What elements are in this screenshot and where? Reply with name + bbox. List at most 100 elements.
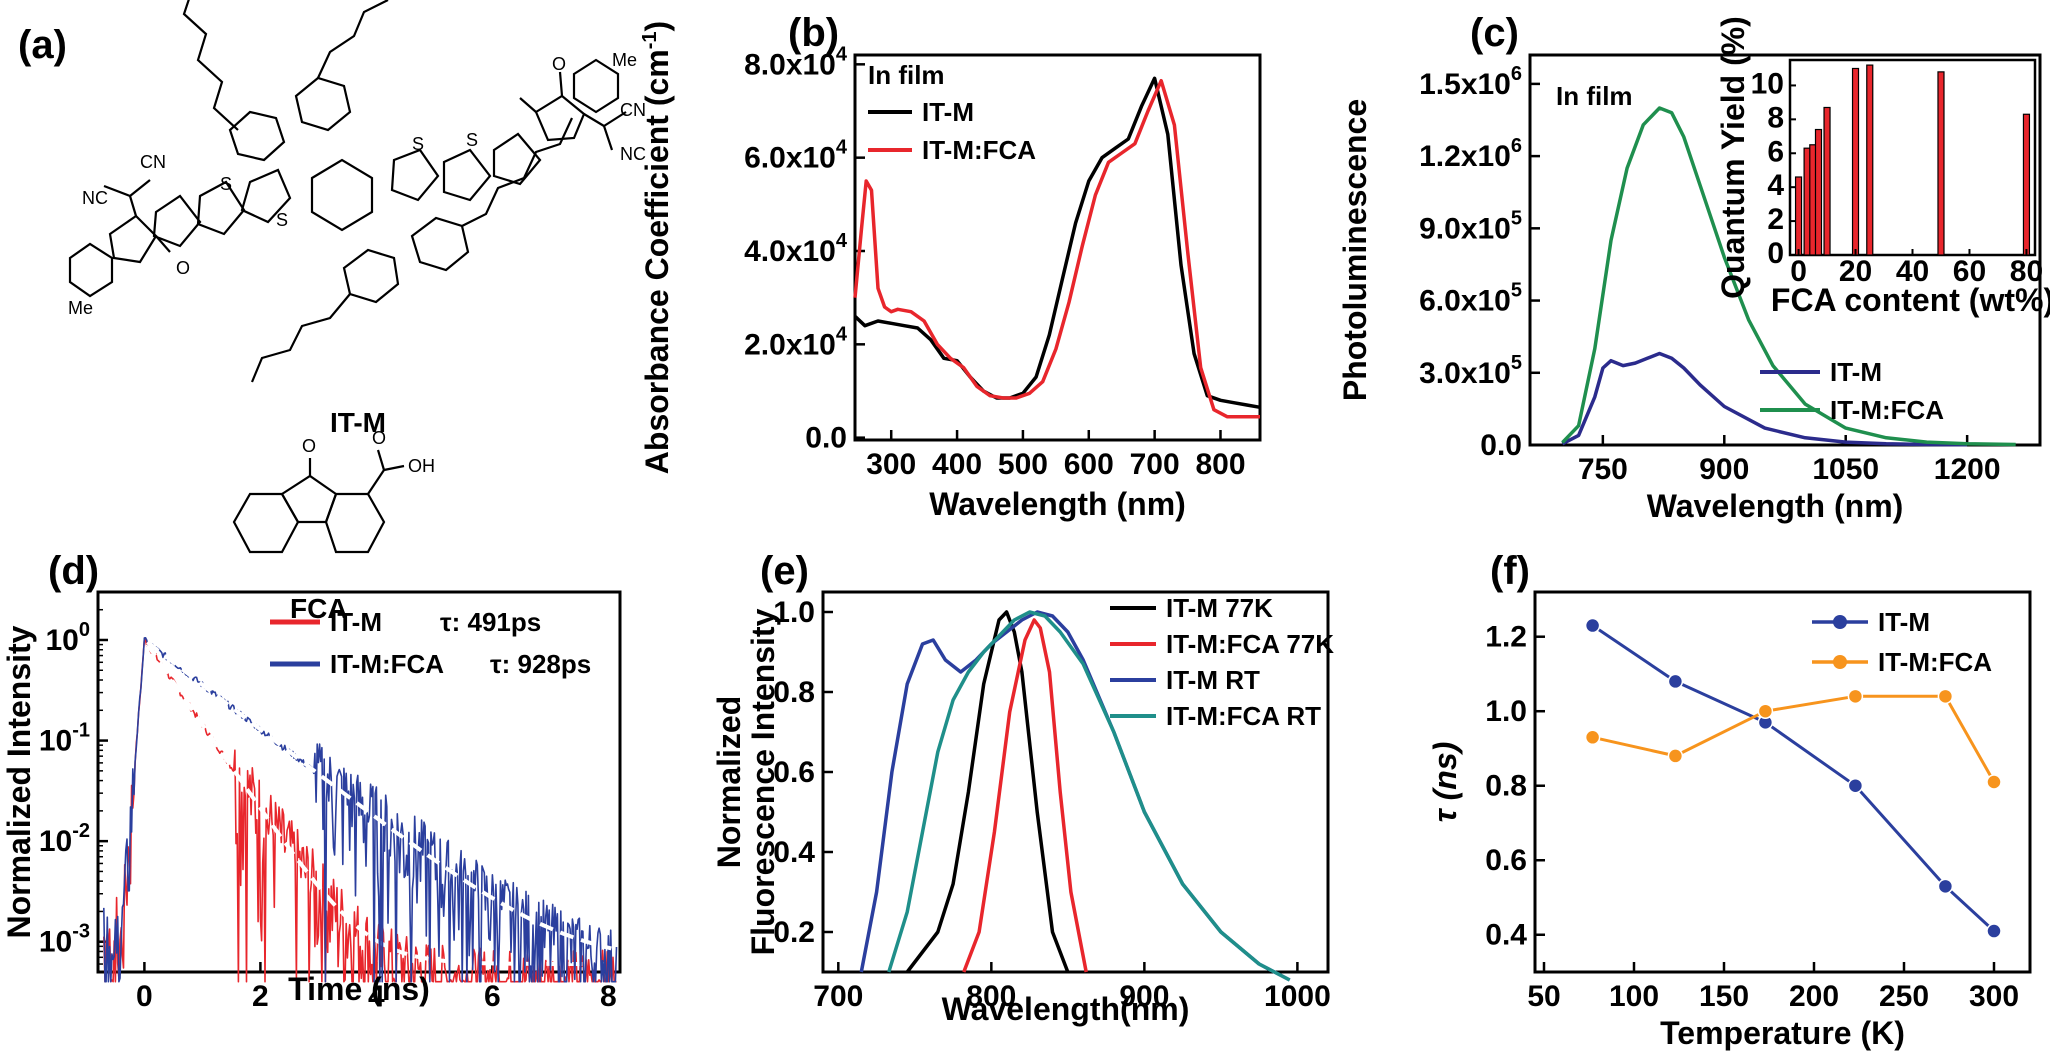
inset-y-tick-label: 6 xyxy=(1767,135,1784,168)
x-tick-label: 900 xyxy=(1699,453,1749,486)
y-axis-label-line2: Fluorescence Intensity xyxy=(745,608,781,955)
inset-x-tick-label: 80 xyxy=(2010,255,2043,288)
x-tick-label: 900 xyxy=(1119,980,1169,1013)
tick-label-exponent: 4 xyxy=(836,323,848,345)
tick-label: 1.5x106 xyxy=(1419,63,1522,101)
tick-label: 10-2 xyxy=(39,820,90,858)
legend-label: IT-M xyxy=(1878,607,1930,637)
tick-label-exponent: 5 xyxy=(1511,207,1522,229)
legend-label: IT-M xyxy=(330,607,382,637)
x-tick-label: 1050 xyxy=(1812,453,1879,486)
x-axis-label: Wavelength(nm) xyxy=(942,991,1190,1027)
plot-frame xyxy=(821,590,1330,974)
atom-label: Me xyxy=(68,298,93,318)
it-m-structure xyxy=(68,0,627,383)
y-axis-label: Normalized Intensity xyxy=(1,625,37,938)
tick-label-exponent: -3 xyxy=(72,921,90,943)
series-line-it-m xyxy=(1591,624,1996,933)
x-tick-label: 2 xyxy=(252,980,269,1013)
x-tick-label: 600 xyxy=(1064,448,1114,481)
data-point xyxy=(1986,923,2002,939)
series-line-it-m-77k xyxy=(905,610,1070,974)
tick-label-exponent: -1 xyxy=(72,720,90,742)
panel-label-a: (a) xyxy=(18,23,67,67)
atom-label: NC xyxy=(620,144,646,164)
panel-e: (e) 700 800 900 1000 0.2 0.4 0.6 0.8 1.0 IT-M 77K I… xyxy=(711,549,1334,1027)
inset-y-tick-label: 4 xyxy=(1767,169,1784,202)
tick-label-text: 0.6 xyxy=(1485,844,1527,877)
data-point xyxy=(1667,748,1684,764)
tick-label-text: 9.0x10 xyxy=(1419,212,1511,245)
tick-label: 1.0 xyxy=(773,596,815,629)
inset-x-tick-label: 20 xyxy=(1839,255,1872,288)
inset-y-axis-label: Quantum Yield (%) xyxy=(1715,16,1751,299)
inset-frame xyxy=(1788,58,2037,257)
panel-label: (e) xyxy=(760,549,809,593)
tick-label-text: 0.0 xyxy=(1480,429,1522,462)
atom-label: O xyxy=(372,428,386,448)
x-tick-label: 4 xyxy=(368,980,385,1013)
series-line-it-m-fca xyxy=(1561,106,2016,447)
panel-label: (c) xyxy=(1470,11,1519,55)
atom-label: NC xyxy=(82,188,108,208)
x-tick-label: 0 xyxy=(136,980,153,1013)
series-line-it-m-fca xyxy=(1592,694,1996,783)
legend-label: IT-M:FCA RT xyxy=(1166,701,1321,731)
x-tick-label: 800 xyxy=(1195,448,1245,481)
y-axis-label: τ (ns) xyxy=(1427,742,1463,823)
y-axis-label-close: ) xyxy=(639,21,675,32)
legend-label: IT-M 77K xyxy=(1166,593,1273,623)
x-tick-label: 700 xyxy=(1130,448,1180,481)
inset-y-tick-label: 8 xyxy=(1767,101,1784,134)
legend-label: IT-M xyxy=(1830,357,1882,387)
tick-label-text: 10 xyxy=(39,825,72,858)
tick-label-exponent: 6 xyxy=(1511,63,1522,85)
plot-frame xyxy=(853,53,1262,442)
tick-label-text: 0.4 xyxy=(773,836,815,869)
x-tick-label: 400 xyxy=(932,448,982,481)
inset-y-tick-label: 0 xyxy=(1767,237,1784,270)
data-point xyxy=(1584,729,1601,746)
tick-label-text: 6.0x10 xyxy=(1419,285,1511,318)
x-tick-label: 100 xyxy=(1609,980,1659,1013)
x-tick-label: 300 xyxy=(1969,980,2019,1013)
inset-x-tick-label: 60 xyxy=(1953,255,1986,288)
inset-bar xyxy=(1851,67,1860,256)
tick-label-text: 1.0 xyxy=(773,596,815,629)
tick-label-text: 10 xyxy=(39,926,72,959)
note-label: In film xyxy=(1556,81,1633,111)
series-line-it-m-fca-rt xyxy=(887,610,1291,982)
x-tick-label: 150 xyxy=(1699,980,1749,1013)
tick-label-text: 1.2x10 xyxy=(1419,140,1511,173)
x-axis-label: Temperature (K) xyxy=(1660,1015,1905,1051)
tick-label-text: 3.0x10 xyxy=(1419,357,1511,390)
tick-label-text: 1.5x10 xyxy=(1419,68,1511,101)
data-point xyxy=(1667,673,1684,690)
tick-label-text: 0.8 xyxy=(773,676,815,709)
data-point xyxy=(1847,688,1864,705)
inset-y-tick-label: 10 xyxy=(1751,67,1784,100)
tick-label-exponent: -2 xyxy=(72,820,90,842)
tick-label-exponent: 4 xyxy=(836,43,848,65)
x-tick-label: 1200 xyxy=(1934,453,2001,486)
tick-label: 0.4 xyxy=(1485,919,1527,952)
tick-label: 0.2 xyxy=(773,916,815,949)
legend-tau: τ: 928ps xyxy=(490,649,591,679)
inset-bar xyxy=(1794,176,1803,256)
plot-frame xyxy=(1533,590,2032,974)
x-tick-label: 800 xyxy=(966,980,1016,1013)
tick-label: 10-3 xyxy=(39,921,90,959)
y-axis-label: Absorbance Coefficient (cm-1) xyxy=(639,21,675,474)
inset-y-tick-label: 2 xyxy=(1767,203,1784,236)
data-point xyxy=(1937,688,1954,705)
legend-label: IT-M:FCA xyxy=(1830,395,1944,425)
tick-label: 3.0x105 xyxy=(1419,352,1522,390)
tick-label: 0.6 xyxy=(1485,844,1527,877)
data-point xyxy=(1584,617,1601,634)
panel-f: (f) 50 100 150 200 250 300 0.4 0.6 0.8 1.0 1.2 IT-M I… xyxy=(1427,549,2032,1051)
legend-marker xyxy=(1833,655,1847,669)
tick-label: 1.0 xyxy=(1485,695,1527,728)
panel-label: (d) xyxy=(48,549,99,593)
tick-label-text: 0.0 xyxy=(805,422,847,455)
inset-bar xyxy=(1823,106,1831,256)
